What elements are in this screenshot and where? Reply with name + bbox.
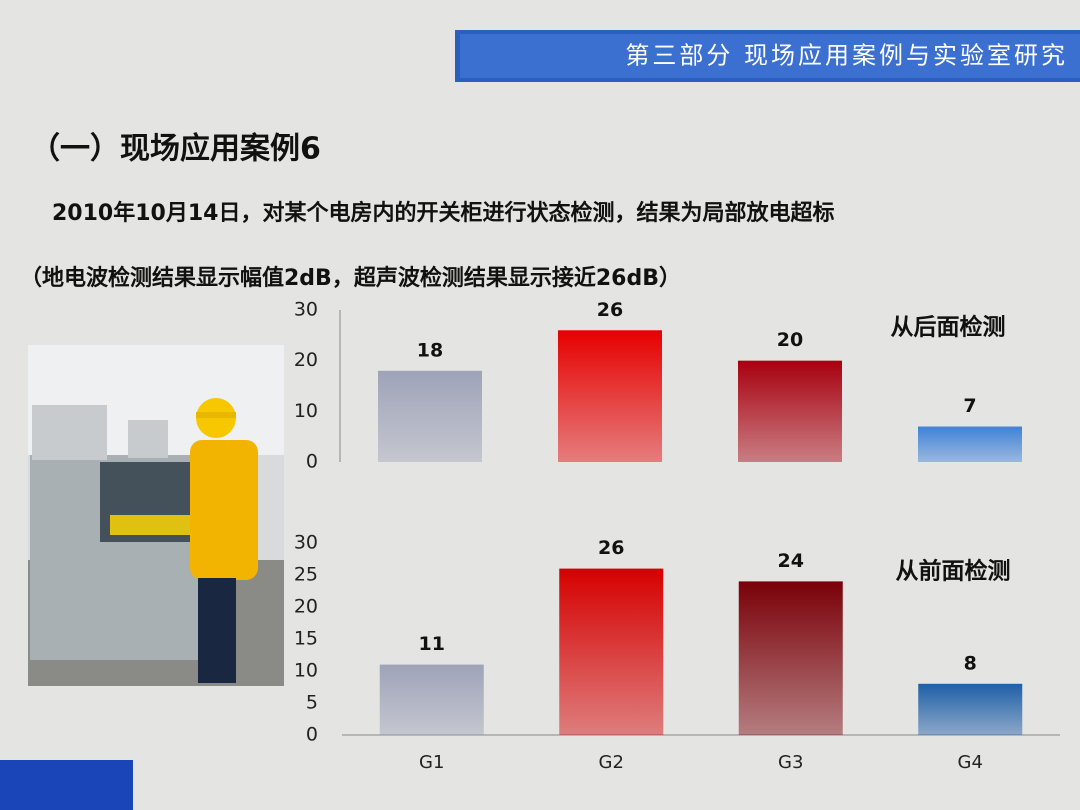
data-label: 24 [778, 550, 804, 572]
bar [738, 360, 842, 462]
y-tick-label: 25 [294, 564, 318, 586]
bar [918, 426, 1022, 462]
x-tick-label: G2 [599, 752, 624, 773]
y-tick-label: 20 [294, 349, 318, 371]
bar [558, 330, 662, 462]
bar [738, 581, 843, 735]
section-title: 第三部分 现场应用案例与实验室研究 [625, 42, 1068, 70]
data-label: 11 [419, 633, 445, 655]
y-tick-label: 15 [294, 628, 318, 650]
bar [379, 664, 484, 735]
chart-annotation: 从后面检测 [891, 314, 1006, 341]
y-tick-label: 10 [294, 660, 318, 682]
y-tick-label: 30 [294, 532, 318, 554]
chart-annotation: 从前面检测 [896, 558, 1011, 585]
description-line: （地电波检测结果显示幅值2dB，超声波检测结果显示接近26dB） [20, 265, 681, 291]
data-label: 20 [777, 329, 803, 351]
data-label: 8 [964, 652, 977, 674]
corner-band [0, 760, 133, 810]
header-inner [460, 34, 1080, 78]
x-tick-label: G1 [419, 752, 444, 773]
y-tick-label: 30 [294, 299, 318, 321]
photo [28, 345, 284, 686]
data-label: 26 [598, 537, 624, 559]
y-tick-label: 10 [294, 400, 318, 422]
x-tick-label: G3 [778, 752, 803, 773]
slide-title: （一）现场应用案例6 [30, 132, 321, 167]
bar [378, 370, 482, 462]
y-tick-label: 5 [306, 692, 318, 714]
y-tick-label: 0 [306, 724, 318, 746]
bar [918, 683, 1023, 735]
y-tick-label: 0 [306, 451, 318, 473]
bar [559, 568, 664, 735]
data-label: 18 [417, 339, 443, 361]
x-tick-label: G4 [958, 752, 983, 773]
data-label: 26 [597, 299, 623, 321]
data-label: 7 [963, 395, 976, 417]
y-tick-label: 20 [294, 596, 318, 618]
description-line: 2010年10月14日，对某个电房内的开关柜进行状态检测，结果为局部放电超标 [52, 200, 834, 226]
